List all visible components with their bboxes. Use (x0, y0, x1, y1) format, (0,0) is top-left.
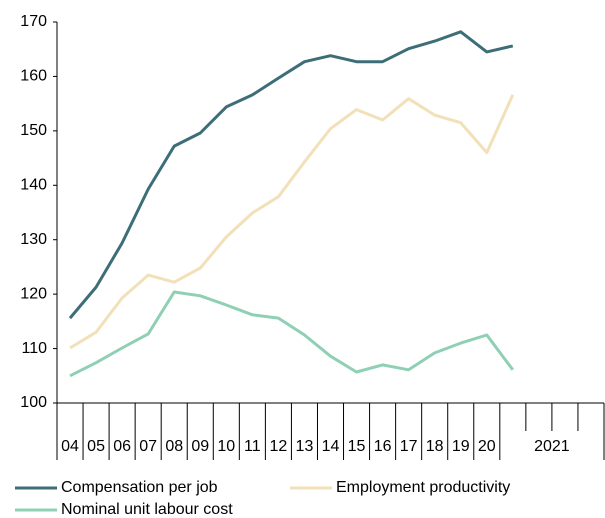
y-tick-label: 110 (21, 340, 47, 357)
x-tick-label: 04 (61, 438, 79, 455)
series-line (69, 290, 515, 378)
x-tick-label: 09 (191, 438, 209, 455)
legend-label: Employment productivity (336, 479, 510, 496)
legend-label: Nominal unit labour cost (61, 501, 233, 518)
x-tick-label: 14 (322, 438, 340, 455)
y-tick-label: 170 (20, 13, 47, 30)
x-tick-label: 08 (165, 438, 183, 455)
x-tick-label: 16 (374, 438, 392, 455)
x-tick-label: 12 (270, 438, 288, 455)
y-tick-label: 100 (20, 394, 47, 411)
x-tick-label: 05 (87, 438, 105, 455)
x-tick-label: 07 (139, 438, 157, 455)
x-tick-label: 06 (113, 438, 131, 455)
x-tick-label: 15 (348, 438, 366, 455)
y-tick-label: 160 (20, 68, 47, 85)
x-tick-label: 20 (478, 438, 496, 455)
x-tick-label: 11 (244, 438, 261, 455)
x-tick-label: 19 (452, 438, 470, 455)
y-tick-label: 120 (20, 285, 47, 302)
x-group-label: 2021 (534, 438, 570, 455)
series-line (69, 94, 515, 350)
x-tick-label: 17 (400, 438, 418, 455)
y-tick-label: 130 (20, 231, 47, 248)
y-tick-label: 140 (20, 177, 47, 194)
x-tick-label: 18 (426, 438, 444, 455)
series-line (68, 30, 514, 320)
y-tick-label: 150 (20, 122, 47, 139)
x-tick-label: 10 (217, 438, 235, 455)
x-tick-label: 13 (296, 438, 314, 455)
legend-label: Compensation per job (61, 479, 218, 496)
